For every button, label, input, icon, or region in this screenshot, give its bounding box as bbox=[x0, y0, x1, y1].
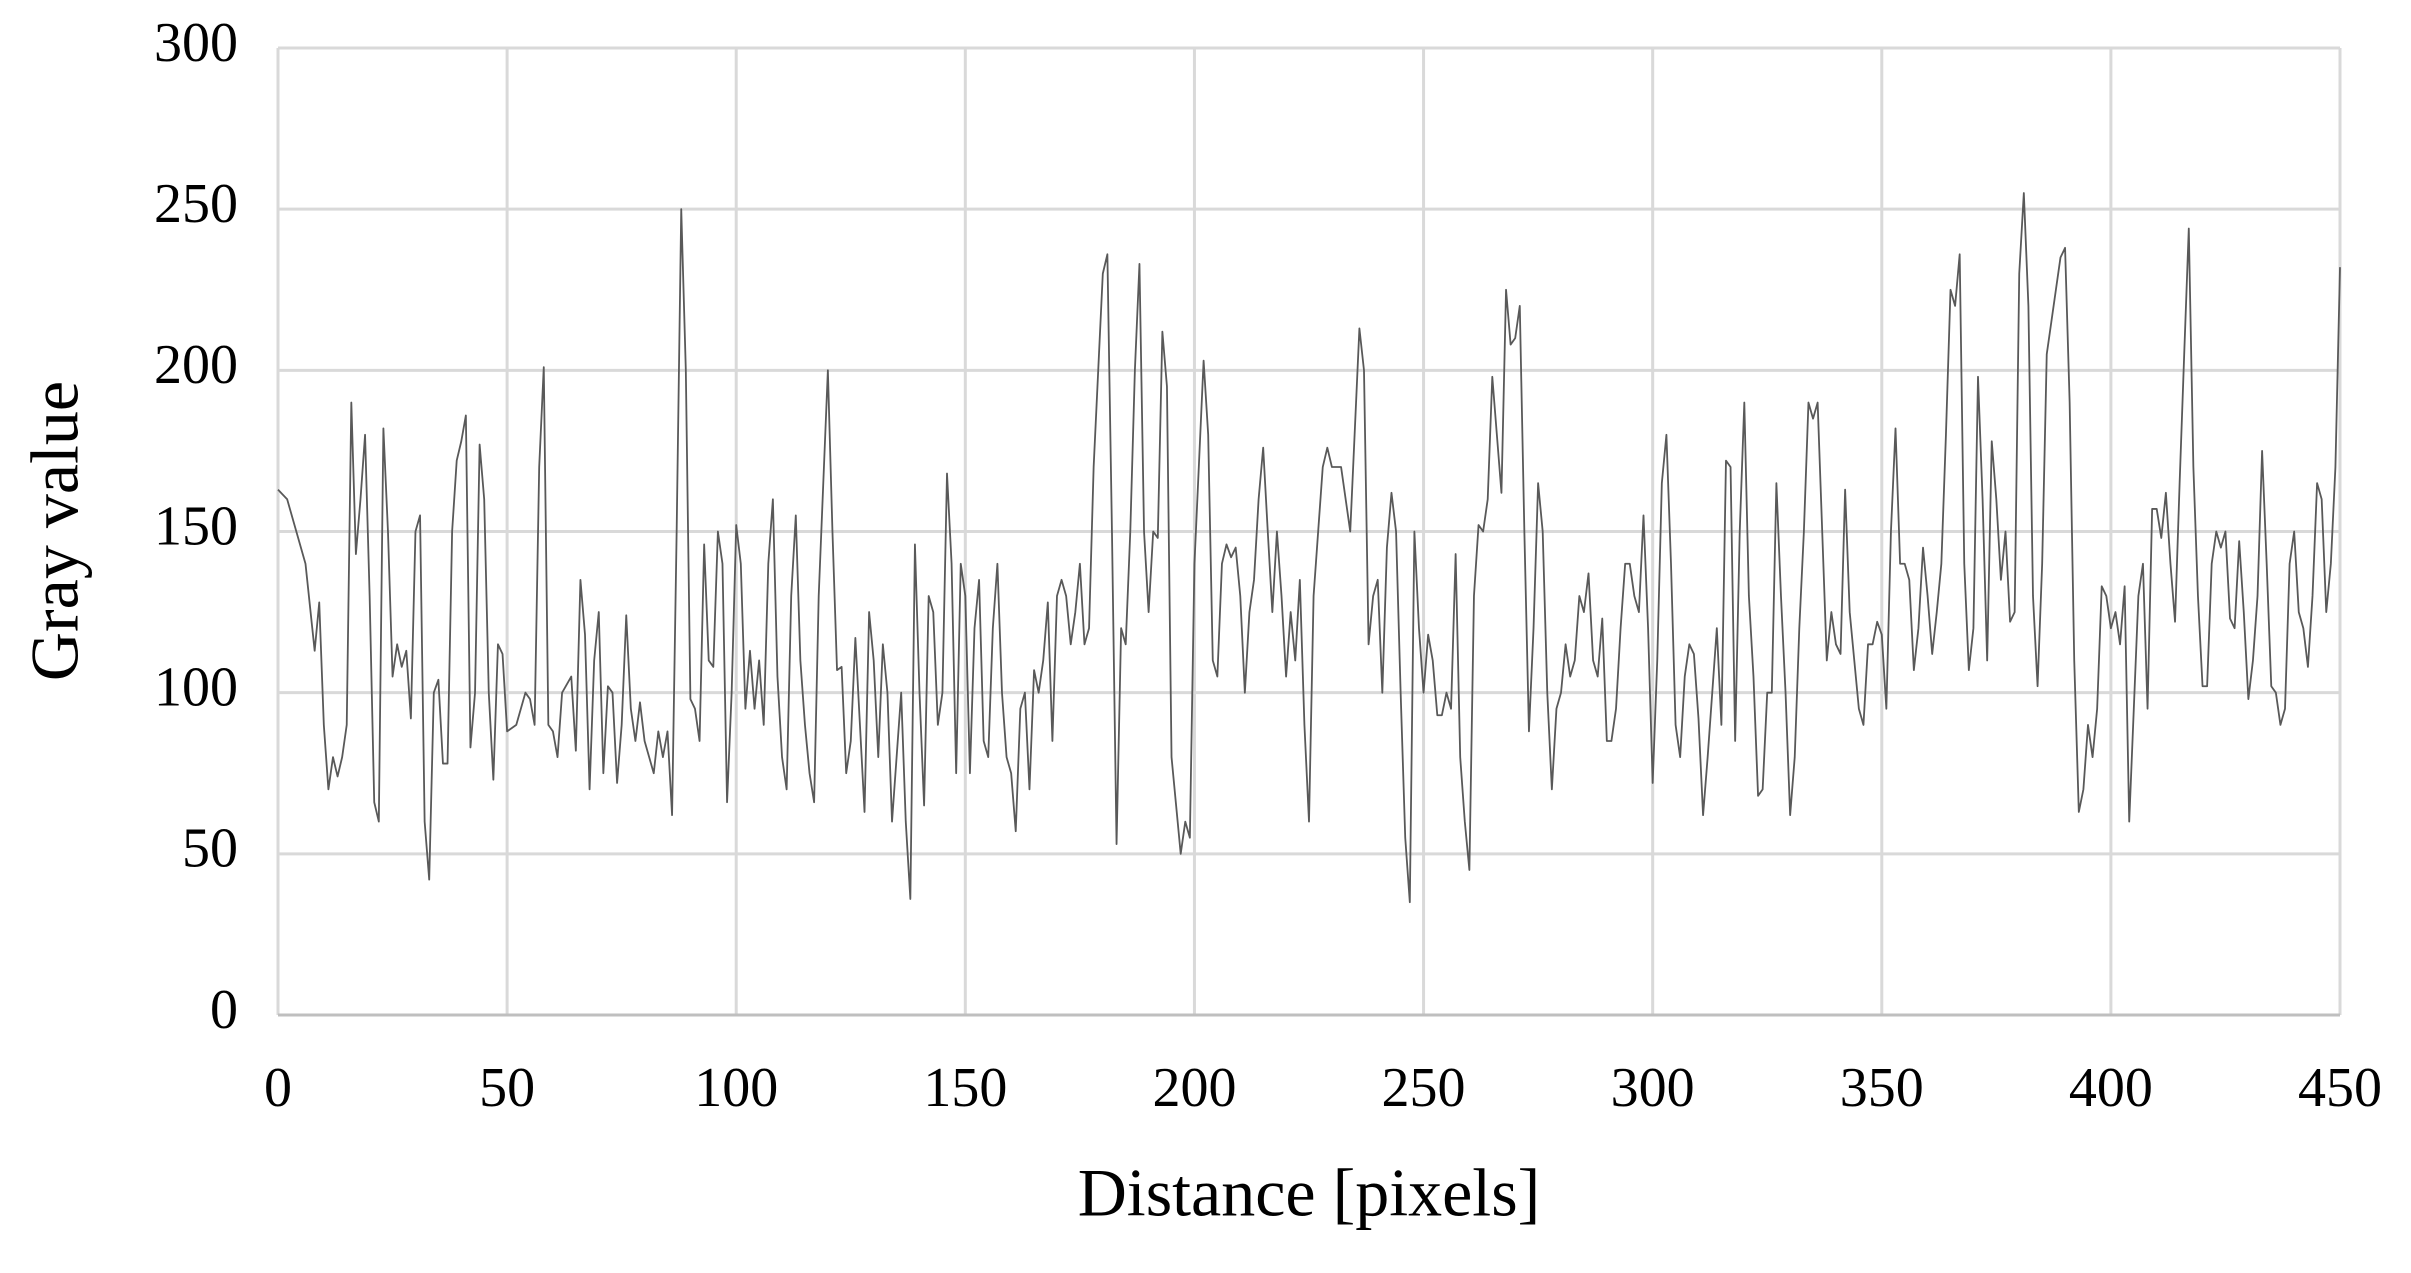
x-tick-label: 150 bbox=[923, 1057, 1007, 1119]
y-tick-label: 200 bbox=[154, 334, 238, 396]
x-axis-title: Distance [pixels] bbox=[1078, 1155, 1541, 1231]
y-tick-label: 50 bbox=[182, 818, 238, 880]
data-line bbox=[277, 192, 2341, 904]
y-tick-label: 100 bbox=[154, 657, 238, 719]
y-tick-label: 150 bbox=[154, 495, 238, 557]
x-tick-label: 350 bbox=[1840, 1057, 1924, 1119]
x-tick-label: 450 bbox=[2298, 1057, 2382, 1119]
x-tick-label: 250 bbox=[1382, 1057, 1466, 1119]
x-tick-label: 0 bbox=[264, 1057, 292, 1119]
x-tick-label: 400 bbox=[2069, 1057, 2153, 1119]
x-tick-label: 100 bbox=[694, 1057, 778, 1119]
y-tick-label: 250 bbox=[154, 173, 238, 235]
y-axis-title: Gray value bbox=[17, 381, 93, 681]
x-tick-label: 200 bbox=[1152, 1057, 1236, 1119]
y-tick-label: 300 bbox=[154, 12, 238, 74]
y-tick-label: 0 bbox=[210, 979, 238, 1041]
x-tick-label: 50 bbox=[479, 1057, 535, 1119]
x-tick-label: 300 bbox=[1611, 1057, 1695, 1119]
